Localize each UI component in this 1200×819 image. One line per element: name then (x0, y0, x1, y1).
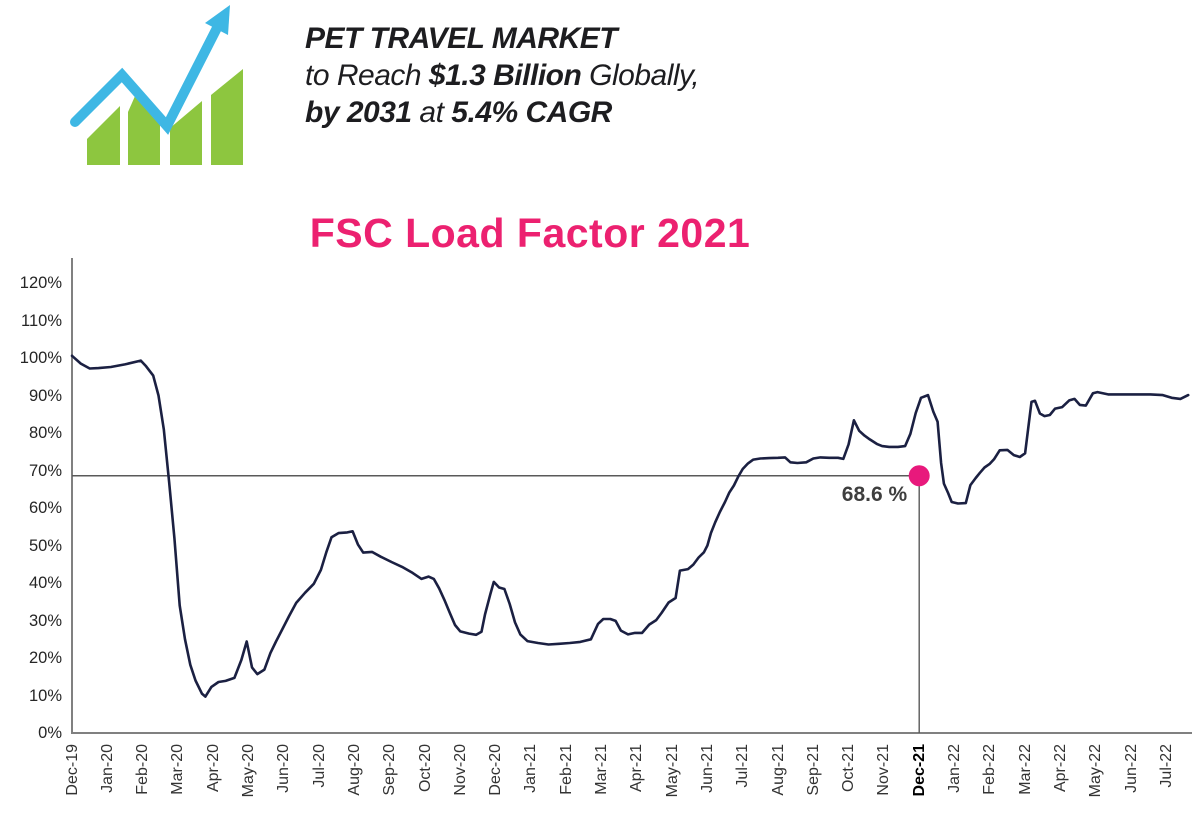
header-line2: to Reach $1.3 Billion Globally, (305, 59, 700, 92)
dec-21-marker-dot (908, 465, 930, 487)
y-tick-label: 40% (28, 574, 62, 592)
x-tick-label: Dec-19 (63, 744, 81, 796)
x-tick-label: Aug-21 (769, 744, 787, 796)
y-tick-label: 30% (28, 611, 62, 630)
x-tick-label: Apr-21 (628, 744, 646, 793)
y-tick-label: 80% (28, 424, 62, 442)
x-tick-label: Jul-20 (310, 744, 328, 788)
annotation-68-6-label: 68.6 % (841, 482, 908, 506)
logo-bar-2 (128, 87, 160, 165)
header-line3: by 2031 at 5.4% CAGR (305, 96, 612, 129)
logo-bar-1 (87, 106, 120, 165)
y-tick-label: 110% (21, 311, 62, 330)
x-tick-label: Jun-20 (275, 744, 293, 793)
x-tick-label: Jul-22 (1157, 744, 1175, 788)
x-tick-label: Mar-21 (593, 744, 610, 795)
y-tick-label: 0% (38, 724, 62, 742)
logo-bars (87, 69, 243, 165)
x-tick-label: Apr-20 (204, 744, 222, 793)
x-tick-label: Mar-20 (169, 744, 187, 795)
x-tick-label: Nov-20 (451, 744, 469, 796)
x-tick-label: Nov-21 (875, 744, 893, 796)
logo-arrowhead-icon (205, 5, 230, 35)
x-tick-label: Dec-20 (487, 744, 505, 796)
x-tick-label: Feb-22 (981, 744, 999, 795)
load-factor-series-line (70, 354, 1190, 698)
chart-title: FSC Load Factor 2021 (309, 210, 751, 256)
cagr-value: 5.4% CAGR (451, 96, 612, 129)
x-tick-label: Oct-20 (416, 744, 434, 793)
x-tick-label: Sep-21 (804, 744, 822, 796)
x-tick-label: Oct-21 (840, 744, 858, 793)
y-tick-label: 100% (19, 349, 62, 367)
x-tick-label: Jun-21 (698, 744, 716, 793)
header-text: PET TRAVEL MARKET to Reach $1.3 Billion … (305, 20, 700, 131)
growth-chart-logo (70, 5, 243, 165)
x-tick-label: May-21 (663, 744, 681, 798)
axes (71, 258, 1192, 734)
x-tick-label: Jan-20 (98, 744, 116, 793)
y-tick-label: 70% (28, 461, 62, 480)
x-tick-label: Mar-22 (1016, 744, 1034, 795)
x-tick-label: Jul-21 (734, 744, 752, 788)
x-tick-label: May-22 (1087, 744, 1105, 798)
x-tick-label: Dec-21 (910, 744, 928, 797)
x-tick-label: Jan-21 (522, 744, 540, 793)
x-tick-label: Aug-20 (345, 744, 363, 796)
x-tick-label: May-20 (240, 744, 257, 798)
y-tick-label: 50% (28, 536, 62, 555)
x-tick-label: Feb-20 (134, 744, 152, 795)
logo-bar-4 (211, 69, 243, 165)
x-tick-label: Apr-22 (1051, 744, 1069, 793)
logo-trend-arrow (70, 17, 225, 135)
header-line1: PET TRAVEL MARKET (305, 22, 618, 55)
market-value: $1.3 Billion (428, 59, 582, 92)
x-tick-label: Jun-22 (1122, 744, 1140, 793)
y-tick-label: 10% (28, 686, 62, 705)
y-tick-label: 60% (28, 499, 62, 517)
x-tick-label: Feb-21 (557, 744, 575, 795)
forecast-year: by 2031 (305, 96, 412, 129)
y-tick-label: 20% (28, 649, 62, 667)
logo-bar-3 (170, 101, 202, 165)
x-tick-label: Sep-20 (381, 744, 399, 796)
x-tick-label: Jan-22 (946, 744, 963, 793)
y-tick-label: 120% (19, 274, 62, 292)
y-tick-label: 90% (28, 386, 62, 405)
